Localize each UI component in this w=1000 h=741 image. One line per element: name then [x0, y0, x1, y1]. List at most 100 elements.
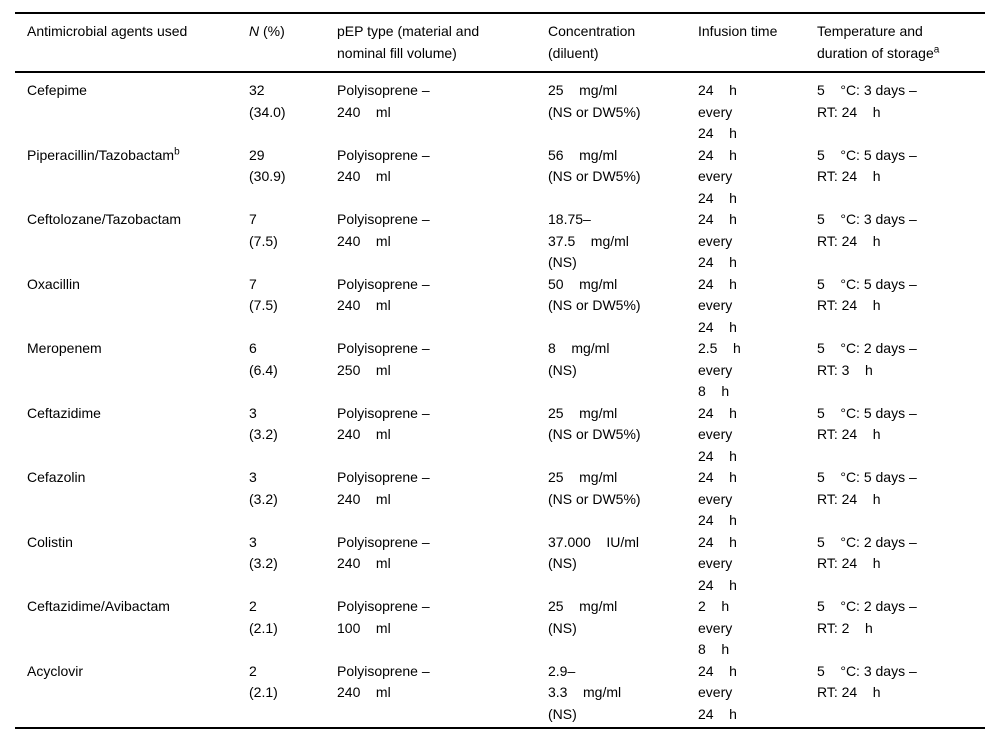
column-header-infusion-time: Infusion time [698, 13, 817, 73]
footnote-marker-a: a [933, 43, 940, 55]
column-header-infusion-time-label: Infusion time [698, 23, 778, 39]
table-row: Acyclovir 2 (2.1) Polyisoprene – 240 ml … [15, 661, 985, 729]
cell-infusion-time: 24 h every 24 h [698, 662, 737, 722]
cell-agent: Colistin [15, 532, 249, 597]
cell-pep-type: Polyisoprene – 100 ml [337, 598, 430, 636]
cell-infusion-time: 24 h every 24 h [698, 469, 737, 528]
table-row: Ceftazidime/Avibactam 2 (2.1) Polyisopre… [15, 596, 985, 661]
cell-agent: Cefepime [15, 72, 249, 145]
cell-n-percent: 7 (7.5) [249, 275, 278, 314]
cell-concentration: 2.9– 3.3 mg/ml (NS) [548, 662, 622, 722]
agent-name: Meropenem [27, 340, 102, 356]
table-row: Cefepime 32 (34.0) Polyisoprene – 240 ml… [15, 72, 985, 145]
table-row: Ceftazidime 3 (3.2) Polyisoprene – 240 m… [15, 403, 985, 468]
agent-name: Colistin [27, 533, 73, 550]
cell-n-percent: 3 (3.2) [249, 404, 278, 443]
table-header: Antimicrobial agents used N (%) pEP type… [15, 13, 985, 73]
cell-n-percent: 3 (3.2) [249, 469, 278, 507]
column-header-concentration: Concentration (diluent) [548, 13, 698, 73]
table-row: Colistin 3 (3.2) Polyisoprene – 240 ml 3… [15, 532, 985, 597]
column-header-concentration-label: Concentration (diluent) [548, 23, 636, 61]
agent-name: Ceftazidime/Avibactam [27, 598, 170, 614]
cell-concentration: 56 mg/ml (NS or DW5%) [548, 146, 641, 185]
cell-storage: 5 °C: 2 days – RT: 24 h [817, 533, 917, 572]
cell-n-percent: 2 (2.1) [249, 662, 278, 701]
agent-name: Ceftazidime [27, 404, 101, 421]
agent-name: Acyclovir [27, 662, 84, 679]
agent-name: Piperacillin/Tazobactam [27, 146, 175, 163]
column-header-storage: Temperature and duration of storagea [817, 13, 985, 73]
table-row: Ceftolozane/Tazobactam 7 (7.5) Polyisopr… [15, 209, 985, 274]
column-header-n-rest: (%) [259, 23, 285, 39]
cell-infusion-time: 24 h every 24 h [698, 404, 737, 464]
table-row: Meropenem 6 (6.4) Polyisoprene – 250 ml … [15, 338, 985, 403]
cell-pep-type: Polyisoprene – 250 ml [337, 340, 430, 378]
table-row: Piperacillin/Tazobactamb 29 (30.9) Polyi… [15, 145, 985, 210]
column-header-n-percent: N (%) [249, 13, 337, 73]
cell-agent: Ceftazidime/Avibactam [15, 596, 249, 661]
footnote-marker-b: b [174, 145, 180, 157]
cell-concentration: 37.000 IU/ml (NS) [548, 533, 640, 572]
column-header-pep-type-label: pEP type (material and nominal fill volu… [337, 23, 480, 61]
cell-storage: 5 °C: 3 days – RT: 24 h [817, 82, 917, 120]
cell-concentration: 25 mg/ml (NS or DW5%) [548, 404, 641, 443]
cell-pep-type: Polyisoprene – 240 ml [337, 533, 430, 572]
cell-infusion-time: 2 h every 8 h [698, 598, 733, 657]
cell-agent: Acyclovir [15, 661, 249, 729]
table-row: Cefazolin 3 (3.2) Polyisoprene – 240 ml … [15, 467, 985, 532]
cell-storage: 5 °C: 5 days – RT: 24 h [817, 404, 917, 443]
antimicrobial-agents-table: Antimicrobial agents used N (%) pEP type… [15, 12, 985, 729]
header-row: Antimicrobial agents used N (%) pEP type… [15, 13, 985, 73]
cell-n-percent: 3 (3.2) [249, 533, 278, 572]
cell-concentration: 8 mg/ml (NS) [548, 340, 610, 378]
cell-infusion-time: 24 h every 24 h [698, 146, 737, 206]
column-header-n-italic: N [249, 23, 260, 39]
column-header-agents-label: Antimicrobial agents used [27, 23, 188, 39]
cell-pep-type: Polyisoprene – 240 ml [337, 211, 430, 249]
cell-agent: Meropenem [15, 338, 249, 403]
cell-pep-type: Polyisoprene – 240 ml [337, 146, 430, 185]
cell-n-percent: 29 (30.9) [249, 146, 286, 185]
cell-concentration: 50 mg/ml (NS or DW5%) [548, 275, 641, 314]
cell-agent: Piperacillin/Tazobactamb [15, 145, 249, 210]
cell-infusion-time: 24 h every 24 h [698, 82, 737, 141]
cell-pep-type: Polyisoprene – 240 ml [337, 662, 430, 701]
agent-name: Ceftolozane/Tazobactam [27, 211, 182, 227]
cell-storage: 5 °C: 3 days – RT: 24 h [817, 662, 917, 701]
cell-n-percent: 7 (7.5) [249, 211, 278, 249]
cell-storage: 5 °C: 5 days – RT: 24 h [817, 146, 917, 185]
cell-infusion-time: 24 h every 24 h [698, 533, 737, 593]
cell-pep-type: Polyisoprene – 240 ml [337, 82, 430, 120]
column-header-agents: Antimicrobial agents used [15, 13, 249, 73]
cell-storage: 5 °C: 5 days – RT: 24 h [817, 469, 917, 507]
column-header-storage-label: Temperature and duration of storage [817, 23, 934, 61]
cell-infusion-time: 24 h every 24 h [698, 211, 737, 270]
cell-concentration: 25 mg/ml (NS) [548, 598, 618, 636]
table-row: Oxacillin 7 (7.5) Polyisoprene – 240 ml … [15, 274, 985, 339]
column-header-pep-type: pEP type (material and nominal fill volu… [337, 13, 548, 73]
cell-concentration: 25 mg/ml (NS or DW5%) [548, 469, 641, 507]
cell-pep-type: Polyisoprene – 240 ml [337, 469, 430, 507]
cell-storage: 5 °C: 3 days – RT: 24 h [817, 211, 917, 249]
cell-pep-type: Polyisoprene – 240 ml [337, 404, 430, 443]
cell-n-percent: 2 (2.1) [249, 598, 278, 636]
cell-agent: Oxacillin [15, 274, 249, 339]
cell-pep-type: Polyisoprene – 240 ml [337, 275, 430, 314]
table-body: Cefepime 32 (34.0) Polyisoprene – 240 ml… [15, 72, 985, 728]
cell-agent: Cefazolin [15, 467, 249, 532]
cell-storage: 5 °C: 2 days – RT: 3 h [817, 340, 917, 378]
cell-storage: 5 °C: 5 days – RT: 24 h [817, 275, 917, 314]
cell-agent: Ceftolozane/Tazobactam [15, 209, 249, 274]
cell-storage: 5 °C: 2 days – RT: 2 h [817, 598, 917, 636]
cell-concentration: 18.75– 37.5 mg/ml (NS) [548, 211, 629, 270]
cell-n-percent: 32 (34.0) [249, 82, 286, 120]
cell-infusion-time: 24 h every 24 h [698, 275, 737, 335]
agent-name: Cefazolin [27, 469, 86, 485]
cell-infusion-time: 2.5 h every 8 h [698, 340, 741, 399]
cell-concentration: 25 mg/ml (NS or DW5%) [548, 82, 641, 120]
cell-agent: Ceftazidime [15, 403, 249, 468]
agent-name: Cefepime [27, 82, 87, 98]
agent-name: Oxacillin [27, 275, 80, 292]
cell-n-percent: 6 (6.4) [249, 340, 278, 378]
